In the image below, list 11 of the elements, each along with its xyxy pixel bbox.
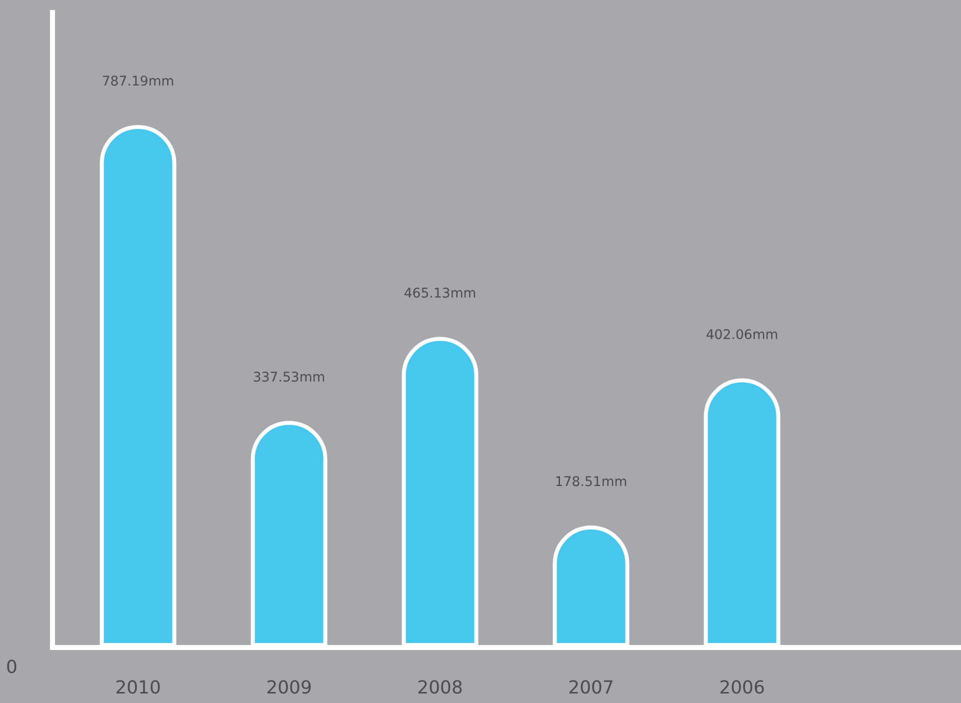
x-tick-label: 2006 bbox=[719, 678, 765, 699]
x-tick-label: 2010 bbox=[115, 678, 161, 699]
x-tick-label: 2008 bbox=[417, 678, 463, 699]
data-label: 402.06mm bbox=[706, 328, 778, 344]
x-tick-label: 2007 bbox=[568, 678, 614, 699]
text: 0 bbox=[6, 657, 18, 678]
x-tick-label: 2009 bbox=[266, 678, 312, 699]
data-label: 178.51mm bbox=[554, 475, 628, 490]
data-label: 787.19mm bbox=[102, 74, 174, 90]
data-label: 337.53mm bbox=[252, 370, 326, 386]
data-label: 465.13mm bbox=[404, 286, 476, 302]
